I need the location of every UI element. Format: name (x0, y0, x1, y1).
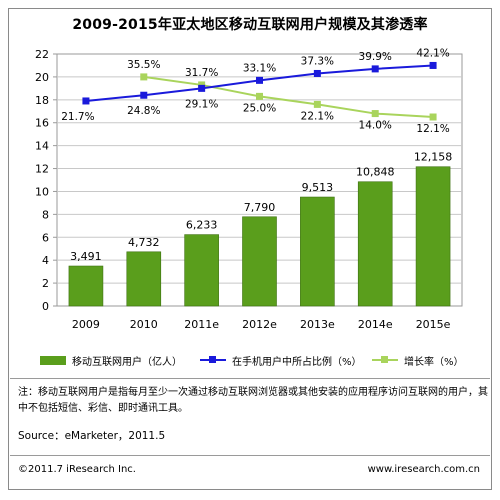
y-tick-label: 22 (35, 48, 49, 61)
growth-point (429, 113, 437, 121)
growth-data-label: 31.7% (185, 67, 218, 79)
x-tick-label: 2013e (300, 318, 335, 331)
share-data-label: 29.1% (185, 98, 218, 110)
bar (357, 181, 393, 307)
square-marker-icon (381, 356, 388, 363)
legend: 移动互联网用户（亿人） 在手机用户中所占比例（%） 增长率（%） (20, 349, 480, 371)
share-point (371, 65, 379, 73)
bar-data-label: 6,233 (186, 219, 218, 232)
legend-swatch-growth (372, 356, 398, 363)
legend-item-growth: 增长率（%） (372, 349, 464, 371)
source-text: Source：eMarketer，2011.5 (18, 430, 166, 442)
x-tick-label: 2011e (184, 318, 219, 331)
bar-data-label: 10,848 (356, 166, 395, 179)
x-tick-label: 2015e (416, 318, 451, 331)
chart-title: 2009-2015年亚太地区移动互联网用户规模及其渗透率 (72, 17, 428, 33)
bar (300, 196, 335, 307)
growth-data-label: 12.1% (416, 123, 449, 135)
x-tick-label: 2012e (242, 318, 277, 331)
share-point (140, 91, 148, 99)
x-tick-label: 2014e (358, 318, 393, 331)
legend-item-users: 移动互联网用户（亿人） (40, 349, 182, 371)
x-tick-label: 2010 (130, 318, 158, 331)
bar (68, 265, 104, 307)
y-tick-label: 14 (35, 140, 49, 153)
y-tick-label: 20 (35, 71, 49, 84)
bar-data-label: 12,158 (414, 151, 453, 164)
divider (10, 455, 490, 456)
chart-svg: 0 2 4 6 8 10 12 14 16 18 20 22 2009 2010 2011e 2012e 201… (35, 47, 463, 331)
bar-data-label: 4,732 (128, 236, 160, 249)
bar-data-label: 9,513 (302, 181, 334, 194)
growth-data-label: 25.0% (243, 102, 276, 114)
y-tick-label: 12 (35, 163, 49, 176)
share-point (82, 97, 90, 105)
share-point (429, 61, 437, 69)
share-data-label: 21.7% (61, 111, 94, 123)
share-data-label: 24.8% (127, 105, 160, 117)
website-url: www.iresearch.com.cn (367, 464, 480, 475)
legend-item-share: 在手机用户中所占比例（%） (200, 349, 362, 371)
growth-point (313, 100, 321, 108)
share-data-label: 39.9% (359, 51, 392, 63)
growth-point (371, 110, 379, 118)
y-tick-label: 2 (42, 277, 49, 290)
legend-swatch-share (200, 356, 226, 363)
bar-data-label: 7,790 (244, 201, 276, 214)
bar (415, 166, 451, 307)
y-tick-label: 8 (42, 208, 49, 221)
y-tick-label: 6 (42, 231, 49, 244)
share-data-label: 42.1% (416, 47, 449, 59)
growth-data-label: 35.5% (127, 59, 160, 71)
bar (242, 216, 277, 307)
share-data-label: 37.3% (301, 55, 334, 67)
y-tick-label: 0 (42, 300, 49, 313)
y-tick-label: 16 (35, 117, 49, 130)
x-tick-label: 2009 (72, 318, 100, 331)
share-data-label: 33.1% (243, 62, 276, 74)
growth-point (256, 92, 263, 100)
growth-point (140, 73, 148, 81)
legend-swatch-bar (40, 355, 66, 365)
growth-series-line (143, 75, 434, 118)
bar (126, 251, 162, 307)
legend-label-users: 移动互联网用户（亿人） (72, 356, 182, 368)
growth-data-label: 14.0% (359, 120, 392, 132)
divider (10, 378, 490, 379)
bar (184, 234, 219, 307)
legend-label-share: 在手机用户中所占比例（%） (232, 356, 362, 368)
growth-data-label: 22.1% (301, 110, 334, 122)
legend-label-growth: 增长率（%） (404, 356, 464, 368)
bar-data-label: 3,491 (70, 250, 102, 263)
share-point (198, 84, 206, 92)
copyright-text: ©2011.7 iResearch Inc. (18, 464, 136, 475)
y-tick-label: 10 (35, 185, 49, 198)
share-point (313, 69, 321, 77)
y-tick-label: 4 (42, 254, 49, 267)
y-tick-label: 18 (35, 94, 49, 107)
chart-note: 注：移动互联网用户是指每月至少一次通过移动互联网浏览器或其他安装的应用程序访问互… (18, 387, 488, 414)
square-marker-icon (209, 356, 216, 363)
share-point (256, 76, 263, 84)
